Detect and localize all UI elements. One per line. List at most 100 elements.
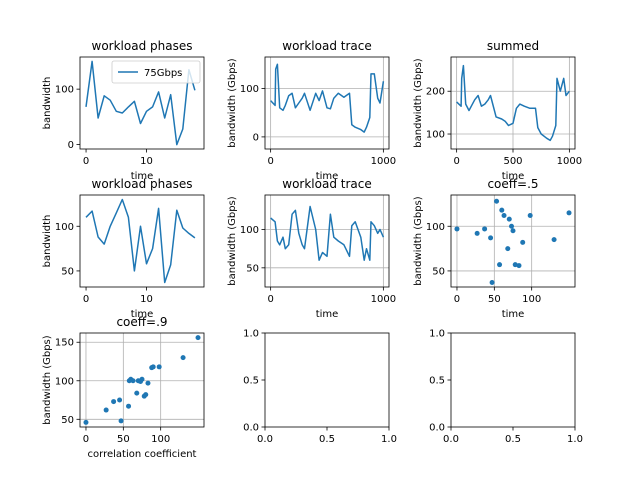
- y-tick-label: 0: [68, 140, 74, 151]
- x-tick-label: 0: [83, 156, 89, 167]
- x-axis-label: time: [131, 171, 154, 182]
- scatter-point: [551, 237, 557, 243]
- scatter-point: [488, 235, 494, 241]
- subplot-p4: 0 10 50 100 time bandwidth workload phases: [42, 177, 205, 320]
- x-tick-label: 0.0: [257, 434, 273, 445]
- y-tick-label: 200: [426, 87, 445, 98]
- scatter-point: [527, 213, 533, 219]
- x-tick-label: 500: [503, 156, 522, 167]
- scatter-point: [117, 397, 123, 403]
- y-tick-label: 100: [426, 222, 445, 233]
- scatter-point: [501, 213, 507, 219]
- scatter-point: [510, 228, 516, 234]
- scatter-point: [497, 262, 503, 268]
- subplot-p3: 0 500 1000 100 200 time bandwidth (Gbps) summed: [413, 39, 582, 182]
- y-tick-label: 0.0: [429, 423, 445, 434]
- axes-frame: [79, 56, 205, 150]
- scatter-point: [130, 378, 136, 384]
- x-axis-label: time: [316, 171, 339, 182]
- x-tick-label: 0: [83, 434, 89, 445]
- x-tick-label: 0: [454, 294, 460, 305]
- y-tick-label: 100: [55, 376, 74, 387]
- x-tick-label: 10: [140, 294, 153, 305]
- scatter-point: [118, 418, 124, 424]
- y-tick-label: 1.0: [243, 329, 259, 340]
- axes-frame: [450, 194, 576, 288]
- scatter-point: [482, 226, 488, 232]
- x-axis-label: time: [131, 309, 154, 320]
- subplot-p8: 0.0 0.5 1.0 0.0 0.5 1.0: [243, 329, 397, 446]
- x-tick-label: 100: [151, 434, 170, 445]
- x-tick-label: 1000: [371, 156, 396, 167]
- x-tick-label: 100: [522, 294, 541, 305]
- y-tick-label: 0: [253, 132, 259, 143]
- scatter-point: [506, 216, 512, 222]
- scatter-point: [134, 390, 140, 396]
- y-tick-label: 100: [240, 225, 259, 236]
- subplot-p6: 0 50 100 50 100 time bandwidth (Gbps) coeff=.5: [413, 177, 576, 320]
- scatter-point: [512, 262, 518, 268]
- x-tick-label: 1000: [371, 294, 396, 305]
- legend-box: [111, 60, 201, 84]
- x-tick-label: 1.0: [381, 434, 397, 445]
- subplot-p9: 0.0 0.5 1.0 0.0 0.5 1.0: [429, 329, 583, 446]
- scatter-point: [516, 263, 522, 269]
- subplot-title: workload phases: [92, 177, 193, 191]
- scatter-point: [489, 280, 495, 286]
- series-line: [85, 198, 196, 284]
- y-axis-label: bandwidth (Gbps): [42, 335, 53, 424]
- x-tick-label: 0: [83, 294, 89, 305]
- scatter-point: [195, 335, 201, 341]
- x-axis-label: correlation coefficient: [88, 449, 197, 460]
- series-line: [85, 60, 196, 146]
- x-axis-label: time: [502, 171, 525, 182]
- y-tick-label: 0.5: [429, 376, 445, 387]
- x-tick-label: 1000: [557, 156, 582, 167]
- series-line: [270, 63, 385, 133]
- scatter-point: [83, 419, 89, 425]
- y-tick-label: 100: [55, 85, 74, 96]
- legend: 75Gbps: [111, 60, 201, 84]
- x-tick-label: 0: [453, 156, 459, 167]
- x-tick-label: 0: [267, 156, 273, 167]
- y-axis-label: bandwidth: [42, 77, 53, 130]
- y-tick-label: 100: [426, 130, 445, 141]
- subplot-p7: 0 50 100 50 100 150 correlation coefficient ban…: [42, 315, 205, 460]
- axes-frame: [264, 194, 390, 288]
- scatter-point: [499, 207, 505, 213]
- subplot-title: workload phases: [92, 39, 193, 53]
- x-tick-label: 0.0: [443, 434, 459, 445]
- y-tick-label: 50: [432, 266, 445, 277]
- axes-frame: [264, 332, 390, 428]
- subplot-title: summed: [487, 39, 539, 53]
- subplot-p2: 0 1000 0 100 time bandwidth (Gbps) workload tr…: [227, 39, 396, 182]
- y-tick-label: 100: [55, 222, 74, 233]
- subplot-title: workload trace: [282, 177, 371, 191]
- scatter-point: [520, 239, 526, 245]
- y-tick-label: 150: [55, 338, 74, 349]
- scatter-point: [494, 198, 500, 204]
- scatter-point: [111, 399, 117, 405]
- scatter-point: [566, 210, 572, 216]
- subplot-title: coeff=.9: [116, 315, 167, 329]
- x-tick-label: 50: [488, 294, 501, 305]
- x-tick-label: 50: [117, 434, 130, 445]
- y-axis-label: bandwidth (Gbps): [227, 58, 238, 147]
- x-axis-label: time: [316, 309, 339, 320]
- x-tick-label: 0.5: [319, 434, 335, 445]
- scatter-point: [474, 230, 480, 236]
- y-tick-label: 50: [61, 415, 74, 426]
- axes-frame: [450, 332, 576, 428]
- x-axis-label: time: [502, 309, 525, 320]
- y-axis-label: bandwidth (Gbps): [413, 58, 424, 147]
- series-line: [270, 205, 385, 261]
- subplot-title: workload trace: [282, 39, 371, 53]
- x-tick-label: 0: [267, 294, 273, 305]
- x-tick-label: 10: [140, 156, 153, 167]
- subplot-title: coeff=.5: [487, 177, 538, 191]
- subplot-p5: 0 1000 50 100 time bandwidth (Gbps) workload t…: [227, 177, 396, 320]
- y-axis-label: bandwidth (Gbps): [227, 196, 238, 285]
- scatter-point: [150, 364, 156, 370]
- scatter-point: [145, 380, 151, 386]
